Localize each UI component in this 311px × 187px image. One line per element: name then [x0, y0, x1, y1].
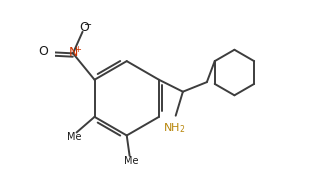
Text: O: O: [79, 21, 89, 34]
Text: −: −: [84, 20, 92, 30]
Text: Me: Me: [123, 156, 138, 166]
Text: N: N: [69, 46, 79, 59]
Text: NH$_2$: NH$_2$: [163, 121, 186, 135]
Text: O: O: [38, 45, 48, 58]
Text: Me: Me: [67, 132, 82, 142]
Text: +: +: [75, 45, 81, 53]
